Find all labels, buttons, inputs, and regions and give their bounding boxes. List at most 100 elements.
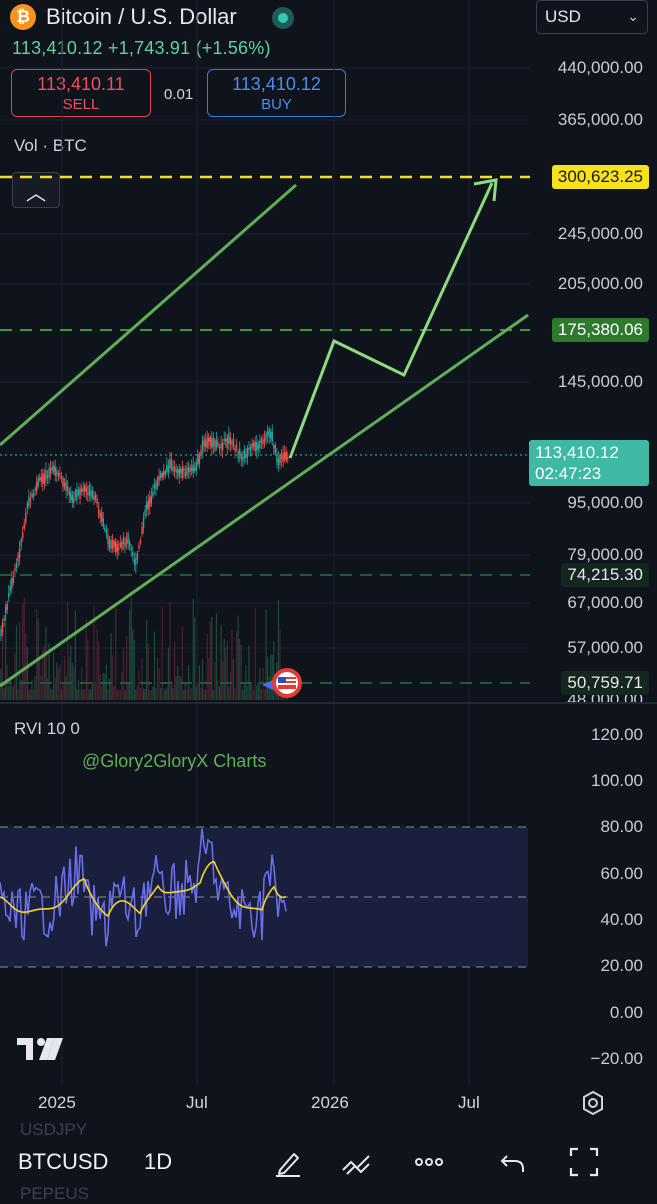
volume-indicator-label[interactable]: Vol · BTC bbox=[14, 136, 87, 155]
currency-select[interactable]: USD ⌄ bbox=[536, 0, 648, 34]
candle bbox=[254, 441, 256, 452]
buy-button[interactable]: 113,410.12 BUY bbox=[207, 69, 346, 117]
rvi-axis-tick: −20.00 bbox=[590, 1049, 643, 1068]
volume-bar bbox=[184, 682, 187, 700]
channel-upper-line[interactable] bbox=[0, 183, 297, 447]
candle bbox=[242, 456, 244, 461]
price-tag-74k[interactable]: 74,215.30 bbox=[561, 563, 649, 587]
volume-bar bbox=[234, 688, 236, 700]
volume-bar bbox=[270, 654, 272, 700]
candle bbox=[243, 448, 246, 458]
candle bbox=[195, 462, 197, 471]
candle bbox=[282, 452, 284, 463]
candle bbox=[62, 478, 64, 487]
volume-bar bbox=[54, 677, 56, 700]
drawing-tools-icon[interactable] bbox=[340, 1146, 372, 1178]
candle bbox=[173, 466, 176, 471]
volume-bar bbox=[9, 680, 11, 700]
candle bbox=[125, 538, 128, 544]
volume-bar bbox=[254, 607, 256, 700]
candle bbox=[11, 577, 13, 589]
candle bbox=[8, 592, 10, 598]
volume-bar bbox=[141, 658, 143, 700]
chevron-down-icon: ⌄ bbox=[627, 8, 639, 24]
volume-bar bbox=[65, 676, 67, 700]
candle bbox=[249, 446, 252, 450]
candle bbox=[265, 433, 267, 440]
candle bbox=[48, 467, 50, 477]
settings-icon[interactable] bbox=[580, 1090, 606, 1116]
watchlist-item[interactable]: USDJPY bbox=[20, 1120, 88, 1139]
volume-bar bbox=[231, 629, 233, 700]
volume-bar bbox=[240, 644, 242, 700]
price-axis-tick: 95,000.00 bbox=[567, 493, 643, 512]
candle bbox=[9, 586, 11, 592]
interval-button[interactable]: 1D bbox=[144, 1149, 173, 1174]
candle bbox=[183, 467, 185, 472]
price-tag-175k[interactable]: 175,380.06 bbox=[551, 318, 649, 342]
candle bbox=[218, 446, 221, 449]
volume-bar bbox=[201, 659, 204, 700]
candle bbox=[221, 442, 224, 451]
watchlist-item[interactable]: PEPEUS bbox=[20, 1184, 89, 1203]
candle bbox=[237, 451, 239, 459]
price-axis-tick: 440,000.00 bbox=[557, 58, 643, 77]
symbol-title[interactable]: Bitcoin / U.S. Dollar bbox=[46, 4, 237, 29]
channel-lower-line[interactable] bbox=[0, 313, 529, 688]
candle bbox=[39, 477, 41, 480]
price-axis-tick: 365,000.00 bbox=[557, 110, 643, 129]
buy-price: 113,410.12 bbox=[232, 74, 321, 94]
volume-bar bbox=[169, 601, 171, 700]
candle bbox=[156, 477, 159, 487]
volume-bar bbox=[129, 610, 131, 700]
candle bbox=[158, 475, 160, 481]
candle bbox=[209, 436, 211, 446]
candle bbox=[111, 539, 114, 549]
price-tag-300k[interactable]: 300,623.25 bbox=[551, 165, 649, 189]
price-tag-50k[interactable]: 50,759.71 bbox=[561, 671, 649, 695]
volume-bar bbox=[124, 689, 126, 700]
candle bbox=[42, 473, 44, 484]
candle bbox=[15, 563, 18, 569]
rvi-indicator-label[interactable]: RVI 10 0 bbox=[14, 719, 80, 738]
projection-arrowhead bbox=[473, 178, 498, 202]
volume-bar bbox=[277, 599, 280, 700]
projection-path[interactable] bbox=[288, 182, 494, 459]
candle bbox=[34, 488, 36, 492]
candle bbox=[116, 543, 118, 553]
volume-bar bbox=[209, 621, 211, 700]
us-flag-icon[interactable] bbox=[262, 668, 302, 698]
pencil-icon[interactable] bbox=[272, 1146, 304, 1178]
volume-bar bbox=[236, 630, 238, 700]
volume-bar bbox=[242, 689, 244, 700]
candle bbox=[91, 489, 94, 498]
volume-bar bbox=[153, 631, 156, 700]
candle bbox=[31, 494, 33, 497]
candle bbox=[17, 555, 19, 562]
sell-button[interactable]: 113,410.11 SELL bbox=[11, 69, 151, 117]
volume-bar bbox=[183, 689, 185, 700]
symbol-button[interactable]: BTCUSD bbox=[18, 1149, 109, 1174]
volume-bar bbox=[5, 601, 7, 700]
volume-bar bbox=[195, 686, 197, 700]
more-icon[interactable] bbox=[413, 1146, 445, 1178]
candle bbox=[180, 468, 182, 474]
candle bbox=[105, 529, 108, 535]
volume-bar bbox=[31, 680, 33, 700]
volume-bar bbox=[20, 680, 22, 700]
fullscreen-icon[interactable] bbox=[568, 1146, 600, 1178]
candle bbox=[1, 622, 4, 633]
volume-bar bbox=[253, 689, 255, 700]
volume-bar bbox=[146, 619, 148, 700]
volume-bar bbox=[112, 655, 114, 700]
bar-countdown: 02:47:23 bbox=[535, 464, 602, 483]
bottom-toolbar bbox=[0, 1122, 657, 1200]
candle bbox=[149, 496, 151, 507]
volume-bar bbox=[192, 599, 194, 700]
undo-icon[interactable] bbox=[497, 1146, 529, 1178]
candle bbox=[138, 544, 140, 549]
tradingview-logo-icon[interactable] bbox=[17, 1036, 65, 1069]
candle bbox=[85, 487, 87, 493]
candle bbox=[45, 470, 47, 481]
